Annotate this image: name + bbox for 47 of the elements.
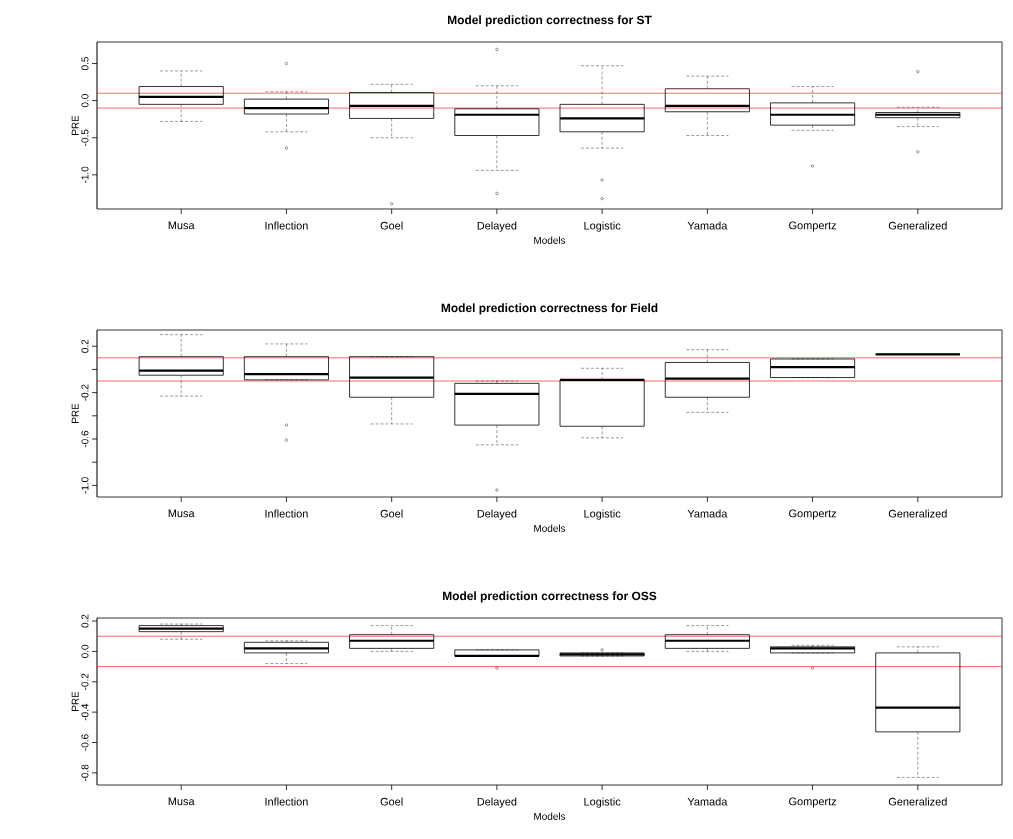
x-axis-title: Models [534, 812, 566, 820]
y-tick-label: 0.2 [81, 339, 89, 353]
chart-title: Model prediction correctness for ST [448, 15, 652, 27]
y-tick-label: -0.2 [81, 384, 89, 401]
x-tick-label: Generalized [888, 221, 947, 230]
y-tick-label: -0.4 [81, 703, 89, 721]
y-tick-label: 0.2 [81, 614, 89, 628]
x-tick-label: Goel [380, 509, 403, 518]
x-tick-label: Inflection [265, 509, 308, 518]
x-tick-label: Yamada [687, 221, 728, 230]
y-tick-label: 0.0 [81, 644, 89, 658]
y-tick-label: -1.0 [81, 477, 89, 494]
y-tick-label: -0.6 [81, 430, 89, 448]
y-tick-label: -0.6 [81, 734, 89, 751]
x-tick-label: Musa [168, 221, 195, 230]
x-tick-label: Yamada [687, 509, 728, 518]
y-tick-label: -1.0 [81, 166, 89, 183]
x-tick-label: Goel [380, 797, 403, 806]
x-tick-label: Logistic [584, 797, 621, 808]
x-tick-label: Inflection [265, 797, 308, 806]
x-tick-label: Gompertz [789, 797, 837, 808]
y-tick-label: 0.5 [81, 57, 89, 71]
x-tick-label: Gompertz [789, 509, 837, 520]
chart-title: Model prediction correctness for OSS [443, 591, 657, 603]
x-tick-label: Generalized [888, 797, 947, 806]
x-tick-label: Delayed [477, 221, 517, 232]
x-tick-label: Generalized [888, 509, 947, 518]
y-axis-title: PRE [71, 403, 79, 423]
x-axis-title: Models [534, 236, 566, 244]
x-tick-label: Delayed [477, 797, 517, 808]
y-axis-title: PRE [71, 691, 79, 711]
y-axis-title: PRE [71, 115, 79, 135]
x-tick-label: Logistic [584, 509, 621, 520]
y-tick-label: 0.0 [81, 94, 89, 108]
x-axis-title: Models [534, 524, 566, 532]
x-tick-label: Inflection [265, 221, 308, 230]
x-tick-label: Goel [380, 221, 403, 230]
x-tick-label: Gompertz [789, 221, 837, 232]
x-tick-label: Delayed [477, 509, 517, 520]
x-tick-label: Logistic [584, 221, 621, 232]
y-tick-label: -0.2 [81, 673, 89, 690]
x-tick-label: Musa [168, 797, 195, 806]
y-tick-label: -0.5 [81, 129, 89, 146]
y-tick-label: -0.8 [81, 764, 89, 782]
x-tick-label: Musa [168, 509, 195, 518]
chart-title: Model prediction correctness for Field [441, 303, 658, 315]
x-tick-label: Yamada [687, 797, 728, 806]
